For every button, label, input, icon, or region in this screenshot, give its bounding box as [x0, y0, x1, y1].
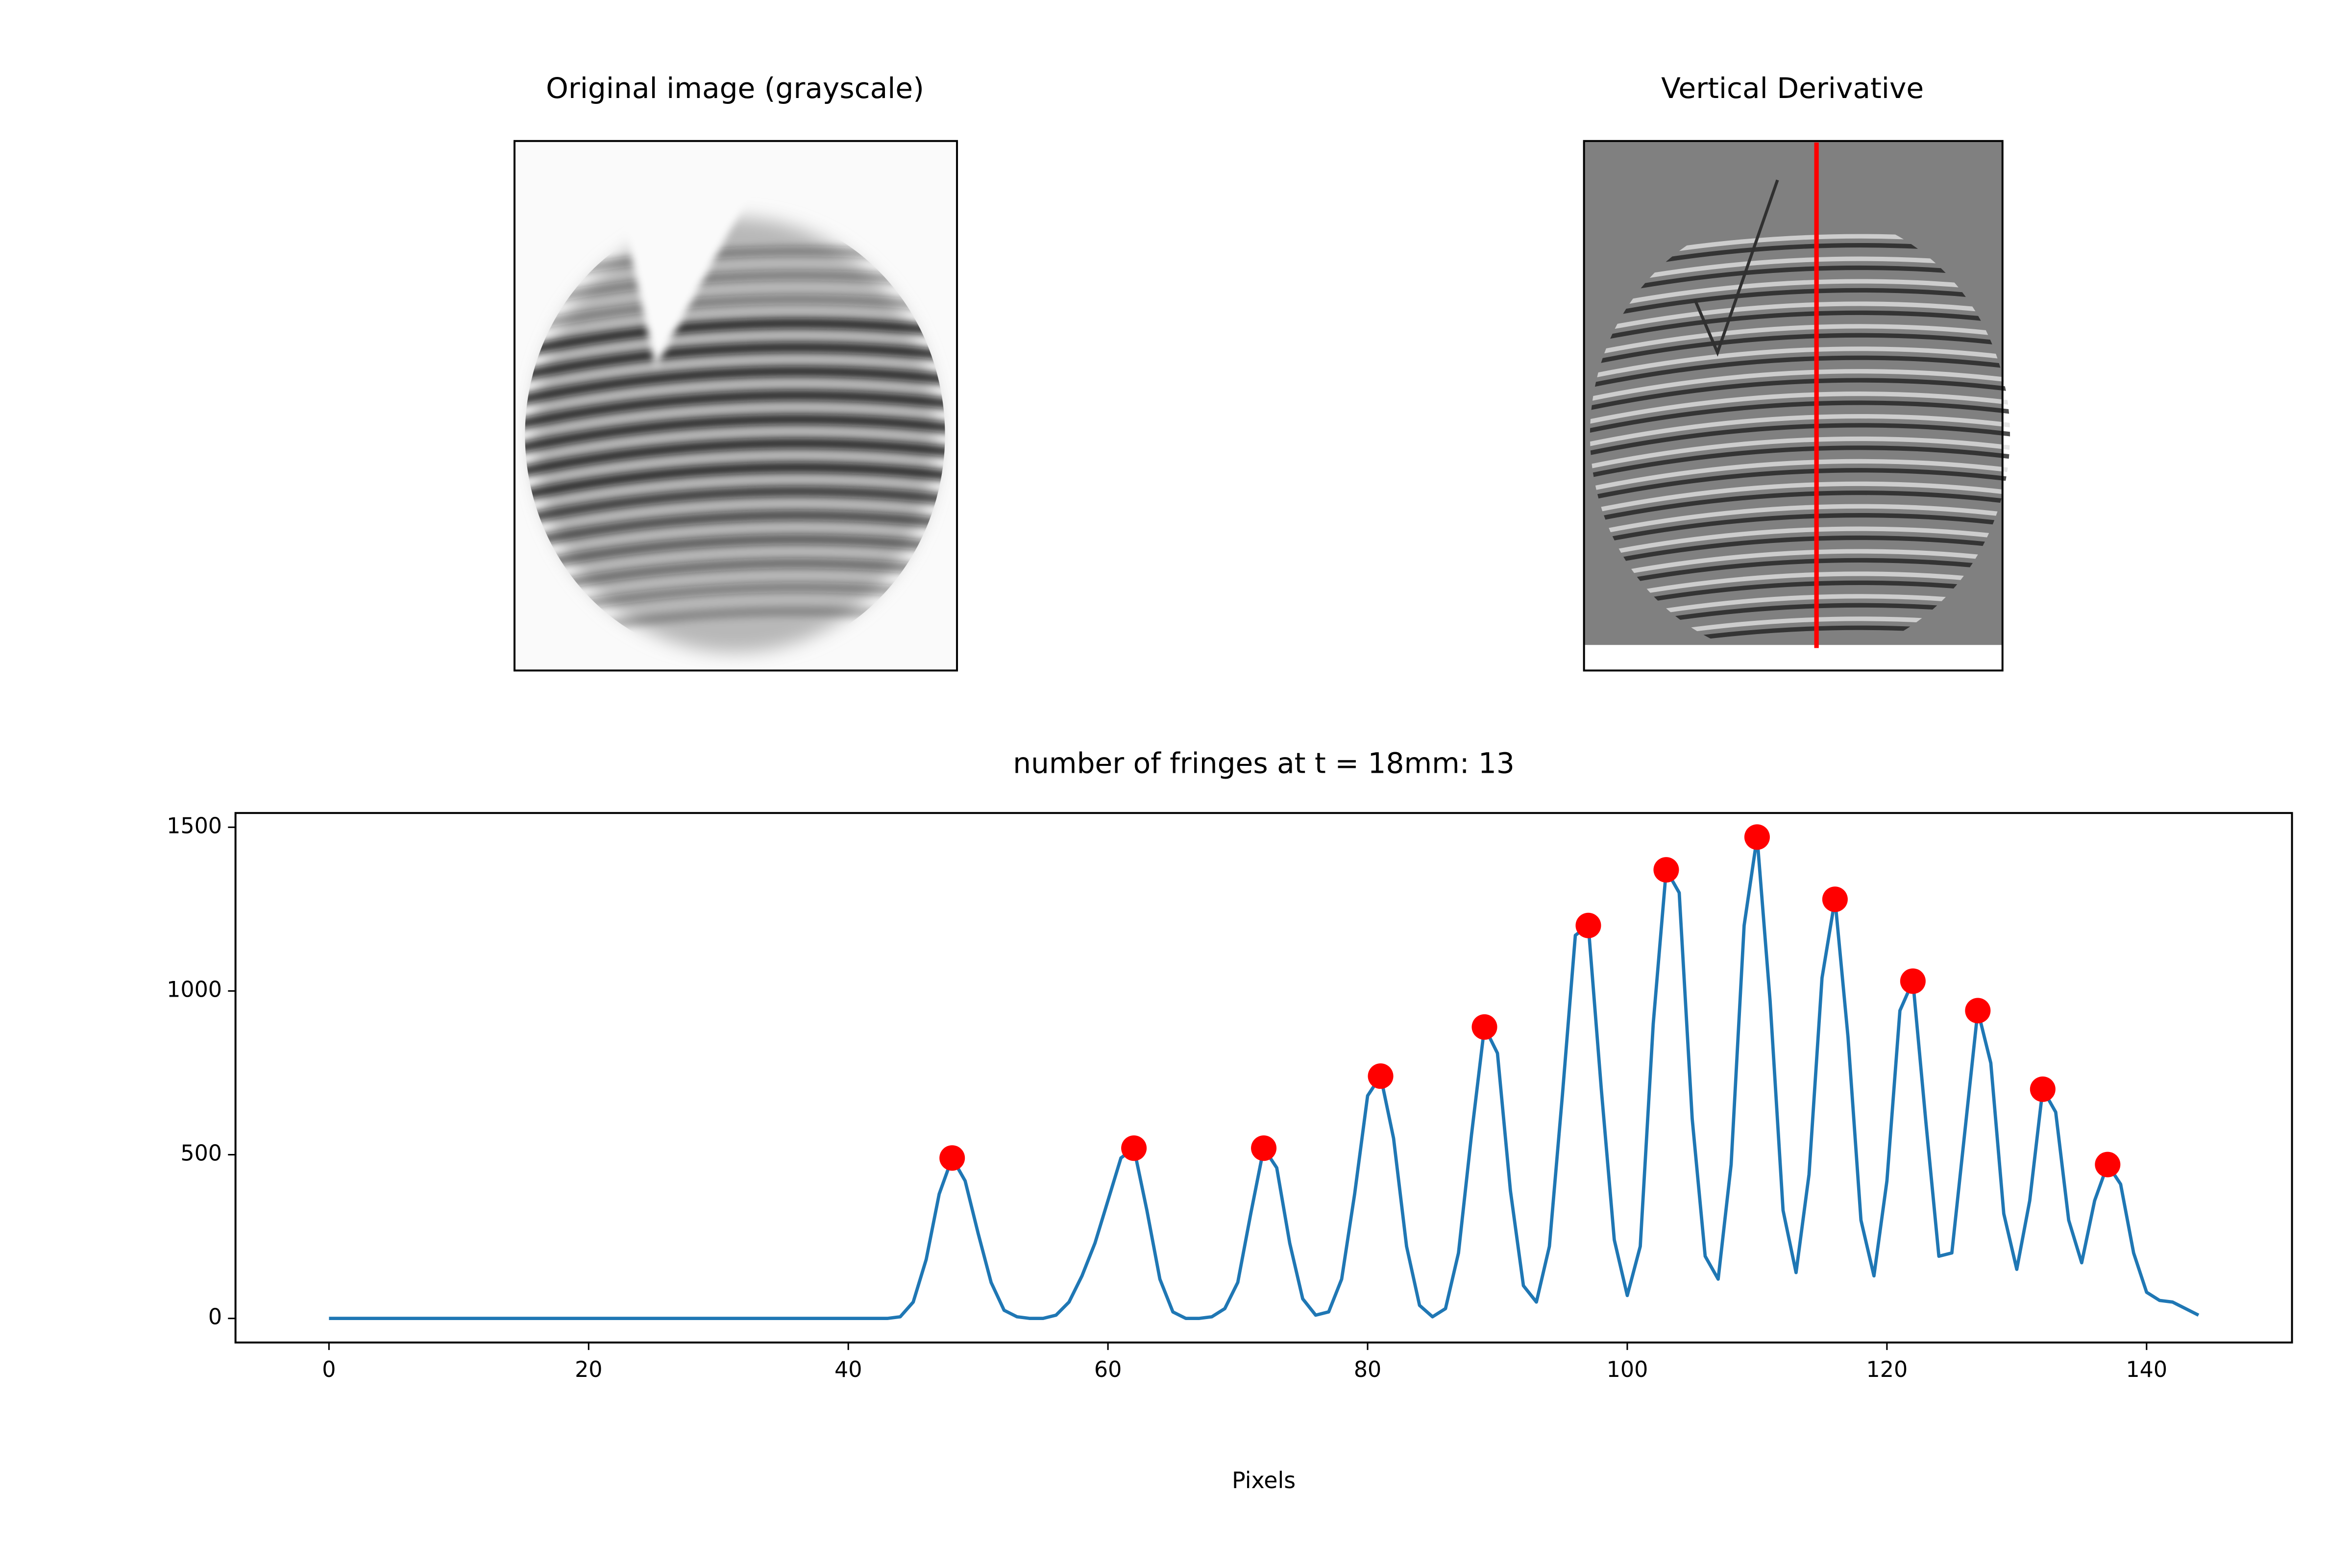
peak-marker	[2095, 1152, 2121, 1177]
fringe-light	[1590, 549, 2010, 585]
fringe-light	[1590, 414, 2010, 449]
fringes	[525, 246, 945, 647]
fringe	[525, 390, 945, 431]
fringe-light	[1590, 481, 2010, 517]
peak-marker	[1368, 1063, 1394, 1089]
axes-frame	[234, 812, 2293, 1344]
image-pad	[1584, 645, 2003, 671]
y-tick-label: 1500	[167, 813, 222, 838]
fringe-light	[1590, 526, 2010, 562]
fringe-light	[1590, 459, 2010, 494]
fringe-dark	[1590, 490, 2010, 526]
fringe	[525, 462, 945, 503]
peak-marker	[1744, 824, 1770, 850]
fringe-dark	[1590, 535, 2010, 571]
y-tick-label: 0	[208, 1305, 222, 1330]
fringe-dark	[1590, 355, 2010, 391]
fringe-dark	[1590, 445, 2010, 481]
x-tick-label: 100	[1607, 1357, 1648, 1382]
wedge-edge	[1693, 179, 1779, 357]
y-tick-label: 1000	[167, 977, 222, 1002]
peak-marker	[2030, 1076, 2056, 1102]
fringe	[525, 318, 945, 359]
x-tick-label: 40	[834, 1357, 862, 1382]
peak-marker	[939, 1145, 965, 1171]
x-axis-label: Pixels	[1232, 1467, 1296, 1494]
fringe-light	[1590, 369, 2010, 404]
derivative-image	[1583, 140, 2010, 672]
fringe-light	[1590, 436, 2010, 472]
peak-marker	[1575, 912, 1601, 938]
data-line	[329, 835, 2200, 1321]
image-title: Original image (grayscale)	[546, 72, 924, 105]
fringe-light	[1590, 301, 2010, 337]
peak-marker	[1653, 857, 1679, 883]
fringe	[525, 510, 945, 551]
x-tick-label: 0	[322, 1357, 336, 1382]
image-frame	[514, 140, 958, 672]
fringe	[525, 438, 945, 479]
grayscale-image	[514, 140, 958, 672]
wedge	[618, 180, 758, 368]
x-tick-label: 120	[1866, 1357, 1908, 1382]
fringe-dark	[1590, 468, 2010, 503]
fringe-dark	[1590, 378, 2010, 414]
fringe-light	[1590, 504, 2010, 539]
fringe	[525, 342, 945, 383]
fringe-light	[1590, 324, 2010, 360]
fringe-dark	[1590, 558, 2010, 593]
fringe-dark	[1590, 310, 2010, 346]
plot-axes: number of fringes at t = 18mm: 13 Pixels 0…	[167, 746, 2293, 1494]
y-tick-label: 500	[180, 1141, 222, 1166]
fringe-light	[1590, 279, 2010, 315]
fringe-dark	[1590, 423, 2010, 459]
fringe	[525, 486, 945, 527]
peak-marker	[1822, 886, 1848, 912]
peak-marker	[1251, 1135, 1277, 1161]
peak-marker	[1965, 998, 1991, 1024]
x-tick-label: 80	[1354, 1357, 1381, 1382]
fringe	[525, 414, 945, 455]
fringe-dark	[1590, 513, 2010, 548]
fringe	[525, 534, 945, 575]
fringe	[525, 294, 945, 335]
fringe	[525, 366, 945, 407]
x-tick-label: 140	[2126, 1357, 2167, 1382]
x-tick-label: 60	[1094, 1357, 1122, 1382]
peak-marker	[1900, 968, 1926, 994]
image-frame	[1583, 140, 2004, 672]
chart-title: number of fringes at t = 18mm: 13	[1013, 746, 1515, 780]
image-title: Vertical Derivative	[1661, 72, 1924, 105]
fringe-light	[1590, 392, 2010, 427]
fringe-light	[1590, 346, 2010, 382]
fringe-dark	[1590, 400, 2010, 436]
fringe-dark	[1590, 288, 2010, 323]
fringe-dark	[1590, 333, 2010, 368]
peak-marker	[1121, 1135, 1147, 1161]
peak-marker	[1471, 1014, 1497, 1040]
x-tick-label: 20	[575, 1357, 602, 1382]
